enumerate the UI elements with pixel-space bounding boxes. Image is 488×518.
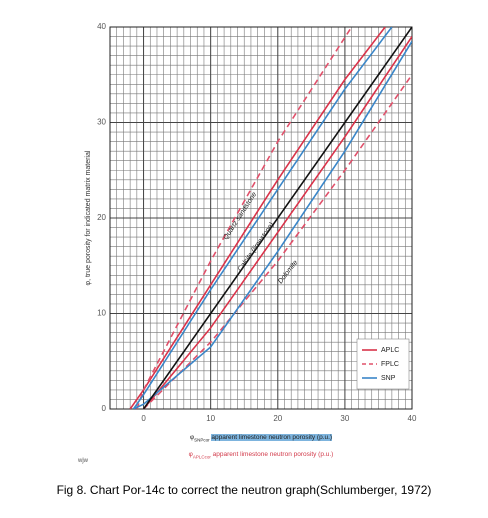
y-tick-label: 0 xyxy=(102,404,107,413)
y-tick-label: 10 xyxy=(97,309,106,318)
curve xyxy=(132,27,393,409)
y-tick-label: 30 xyxy=(97,118,106,127)
curve xyxy=(129,27,386,409)
y-tick-label: 40 xyxy=(97,22,106,31)
label-text: apparent limestone neutron porosity (p.u… xyxy=(211,434,333,441)
x-axis-label-aplc: φAPLCcor apparent limestone neutron poro… xyxy=(110,451,412,459)
limestone-line xyxy=(142,27,412,409)
x-tick-label: 20 xyxy=(273,414,282,423)
caption: Fig 8. Chart Por-14c to correct the neut… xyxy=(56,483,432,497)
x-tick-label: 10 xyxy=(206,414,215,423)
legend-label: APLC xyxy=(381,347,399,354)
x-tick-label: 40 xyxy=(408,414,417,423)
x-tick-label: 30 xyxy=(340,414,349,423)
symbol: φ xyxy=(189,434,195,441)
watermark: wjw xyxy=(78,458,88,464)
subscript: APLCcor xyxy=(192,454,211,460)
curve xyxy=(136,27,353,409)
subscript: SNPcor xyxy=(194,437,210,443)
symbol: φ xyxy=(188,451,193,458)
legend-label: FPLC xyxy=(381,361,399,368)
x-axis-label-snp: φSNPcor apparent limestone neutron poros… xyxy=(110,434,412,442)
legend-label: SNP xyxy=(381,375,396,382)
plot-frame xyxy=(109,26,413,410)
x-tick-label: 0 xyxy=(141,414,146,423)
y-tick-label: 20 xyxy=(97,213,106,222)
curve xyxy=(142,36,412,409)
y-axis-label: φ, true porosity for indicated matrix ma… xyxy=(85,150,92,285)
label-text: apparent limestone neutron porosity (p.u… xyxy=(212,451,334,458)
curve xyxy=(133,40,412,409)
curve xyxy=(142,74,412,409)
